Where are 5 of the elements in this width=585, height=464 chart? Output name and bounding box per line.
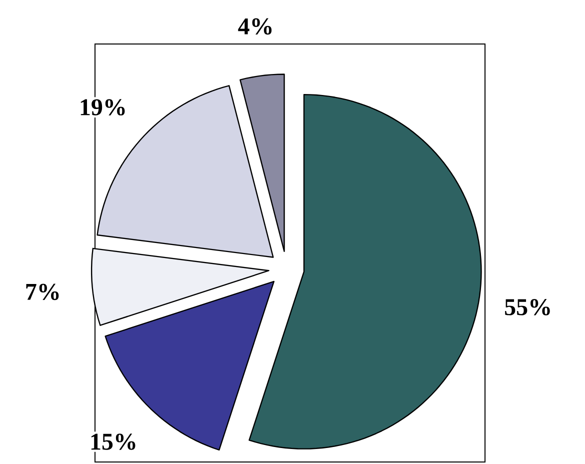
data-label: 15% bbox=[91, 434, 136, 450]
data-label: 19% bbox=[80, 99, 125, 116]
data-label: 7% bbox=[26, 284, 59, 300]
data-label: 4% bbox=[238, 18, 272, 35]
data-label: 55% bbox=[505, 299, 550, 316]
